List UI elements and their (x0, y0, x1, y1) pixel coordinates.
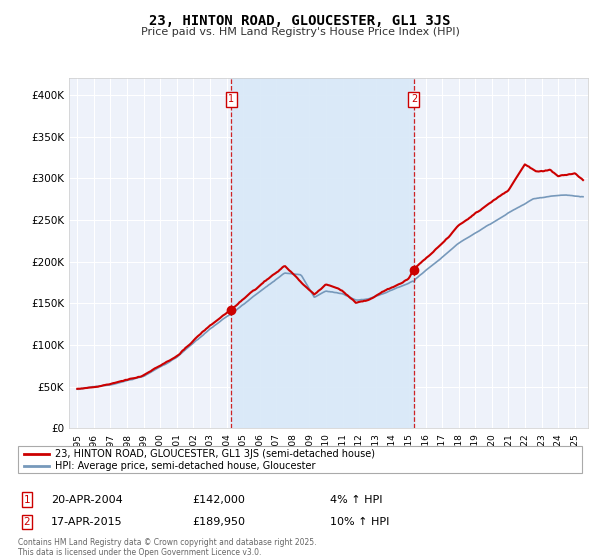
Text: Price paid vs. HM Land Registry's House Price Index (HPI): Price paid vs. HM Land Registry's House … (140, 27, 460, 37)
Text: 20-APR-2004: 20-APR-2004 (51, 494, 123, 505)
Text: 1: 1 (23, 494, 31, 505)
Text: Contains HM Land Registry data © Crown copyright and database right 2025.
This d: Contains HM Land Registry data © Crown c… (18, 538, 317, 557)
FancyBboxPatch shape (18, 446, 582, 473)
Text: 17-APR-2015: 17-APR-2015 (51, 517, 122, 527)
Text: 2: 2 (23, 517, 31, 527)
Bar (232, 78, 414, 428)
Text: 10% ↑ HPI: 10% ↑ HPI (330, 517, 389, 527)
Text: 4% ↑ HPI: 4% ↑ HPI (330, 494, 383, 505)
Text: £142,000: £142,000 (192, 494, 245, 505)
Text: 23, HINTON ROAD, GLOUCESTER, GL1 3JS: 23, HINTON ROAD, GLOUCESTER, GL1 3JS (149, 14, 451, 28)
Text: 23, HINTON ROAD, GLOUCESTER, GL1 3JS (semi-detached house): 23, HINTON ROAD, GLOUCESTER, GL1 3JS (se… (55, 449, 374, 459)
Text: £189,950: £189,950 (192, 517, 245, 527)
Text: 2: 2 (411, 95, 417, 104)
Text: 1: 1 (229, 95, 235, 104)
Text: HPI: Average price, semi-detached house, Gloucester: HPI: Average price, semi-detached house,… (55, 461, 315, 470)
